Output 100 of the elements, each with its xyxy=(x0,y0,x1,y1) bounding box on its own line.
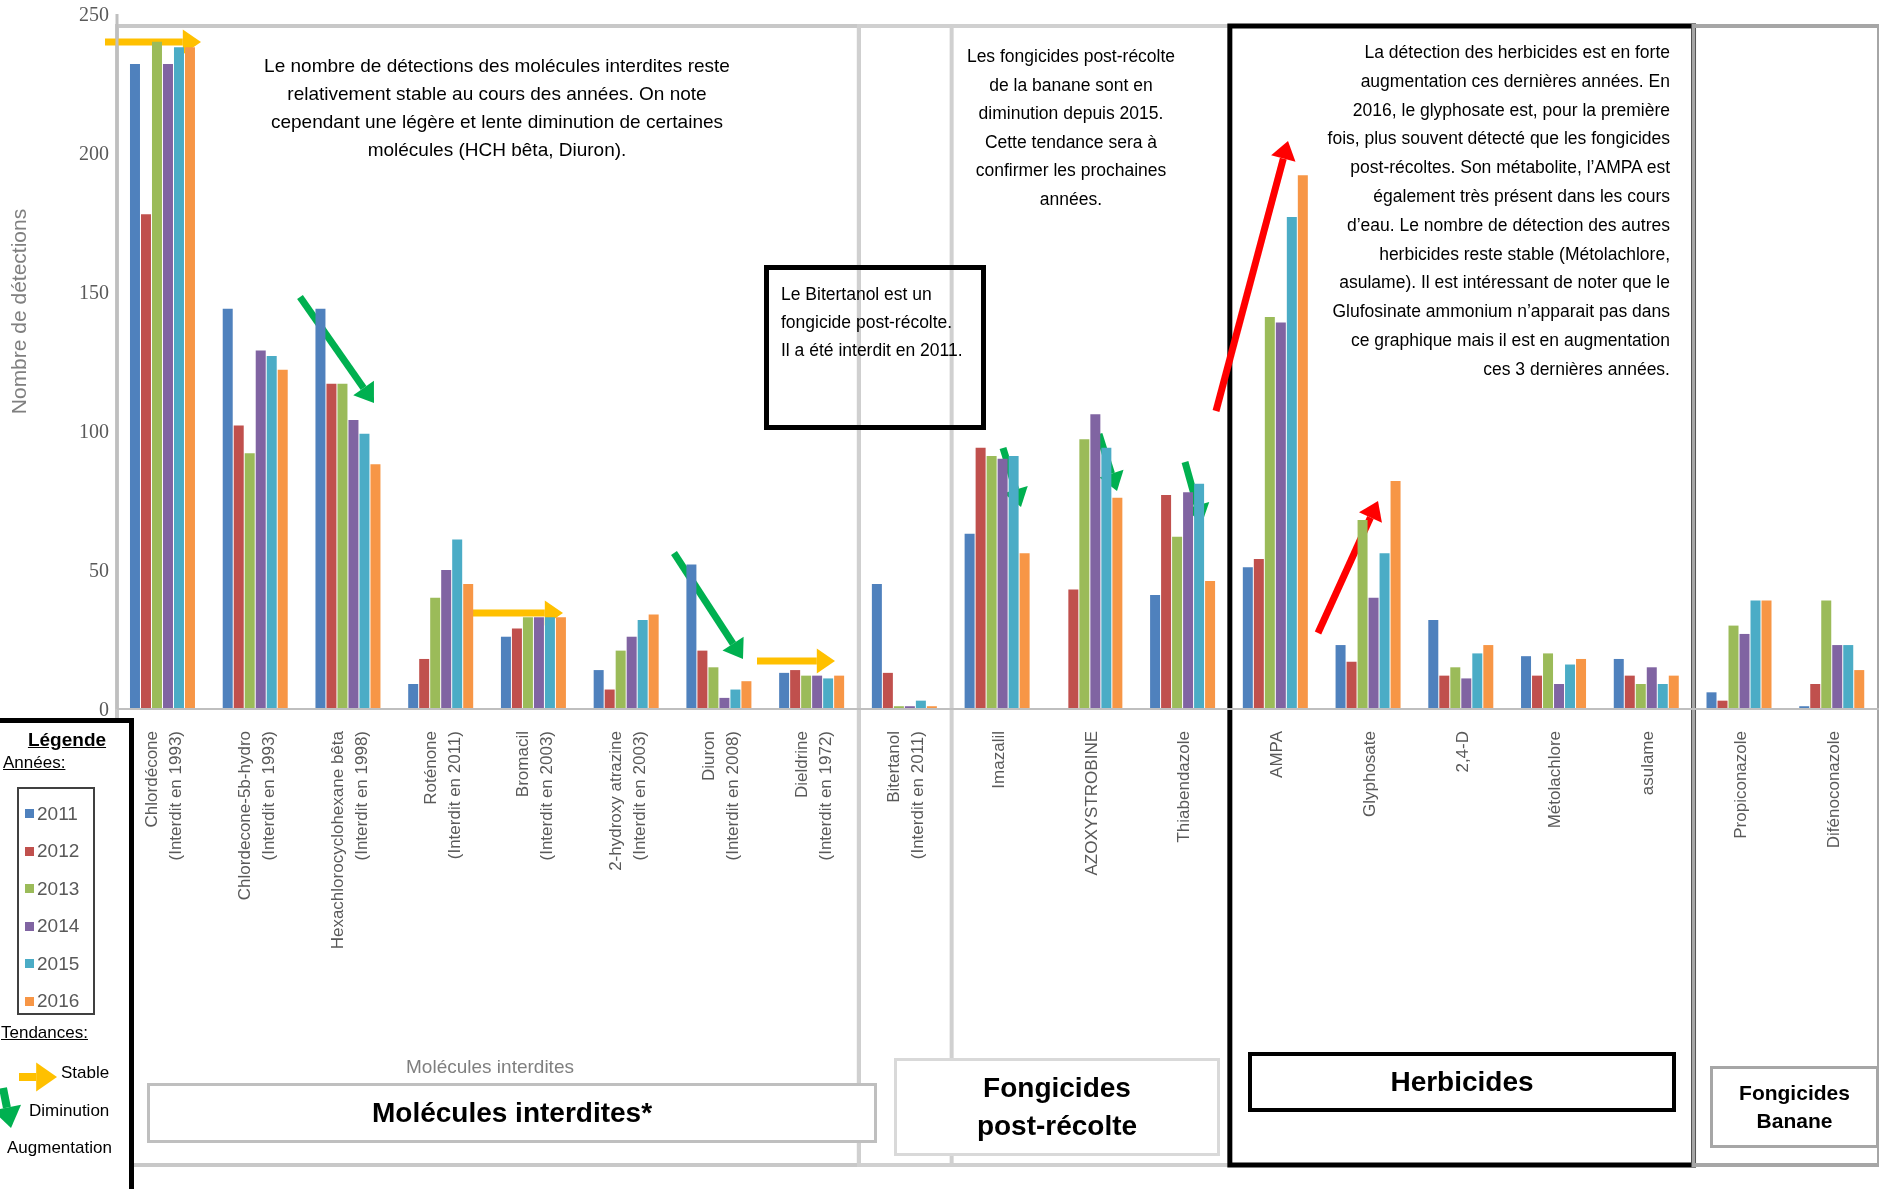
bar xyxy=(522,617,533,709)
bar xyxy=(1821,600,1832,709)
text: Tendances: xyxy=(1,1023,88,1043)
bar xyxy=(162,64,173,709)
bar xyxy=(1761,600,1772,709)
bar xyxy=(1079,439,1090,709)
bar xyxy=(1646,667,1657,709)
bar xyxy=(430,597,441,709)
bar xyxy=(1172,536,1183,709)
bar xyxy=(964,533,975,709)
bar xyxy=(1112,497,1123,709)
bar xyxy=(233,425,244,709)
bar xyxy=(871,583,882,709)
x-tick-label: Roténone (Interdit en 2011) xyxy=(420,731,464,860)
bar xyxy=(1286,216,1297,709)
bar xyxy=(1576,658,1587,709)
bar xyxy=(337,383,348,709)
bar xyxy=(1810,683,1821,709)
bar xyxy=(834,675,845,709)
x-tick-label: Métolachlore xyxy=(1545,731,1565,829)
bar xyxy=(790,670,801,709)
text: La détection des herbicides est en forte augmentation ces dernières années. En 2016, le glyphosate est, pour la première fois, plus souvent détecté que les fongicides post-récoltes. Son métabolite, l’AMPA est également très présent dans les cours d’eau. Le nombre de détection des autres herbicides reste stable (Métolachlore, asulame). Il est intéressant de noter que le Glufosinate ammonium n’apparait pas dans ce graphique mais il est en augmentation ces 3 dernières années. xyxy=(1327,42,1670,379)
x-tick-label: Glyphosate xyxy=(1359,731,1379,817)
x-tick-label: Difénoconazole xyxy=(1823,731,1843,849)
bar xyxy=(1739,633,1750,709)
bar xyxy=(882,672,893,709)
bar xyxy=(1728,625,1739,709)
bar xyxy=(1565,664,1576,709)
bar xyxy=(222,308,233,709)
bar xyxy=(648,614,659,709)
y-tick-label: 100 xyxy=(79,420,109,443)
bar xyxy=(1854,670,1865,709)
bar xyxy=(604,689,615,709)
bar xyxy=(637,620,648,709)
bar xyxy=(533,617,544,709)
bar xyxy=(1657,683,1668,709)
bar xyxy=(801,675,812,709)
bar xyxy=(697,650,708,709)
bar xyxy=(348,419,359,709)
bar xyxy=(1390,481,1401,709)
text: Molécules interdites xyxy=(405,1056,575,1078)
bar xyxy=(1532,675,1543,709)
annotation: Le nombre de détections des molécules interdites reste relativement stable au cours des années. On note cependant une légère et lente diminution de certaines molécules (HCH bêta, Diuron). xyxy=(263,54,731,162)
bar xyxy=(511,628,522,709)
x-tick-label: 2,4-D xyxy=(1452,731,1472,773)
bar xyxy=(708,667,719,709)
bar xyxy=(1668,675,1679,709)
bar xyxy=(1019,553,1030,709)
bar xyxy=(1205,581,1216,709)
bar xyxy=(1543,653,1554,709)
y-tick-label: 150 xyxy=(79,281,109,304)
x-tick-label: Thiabendazole xyxy=(1174,731,1194,843)
bar xyxy=(266,355,277,709)
y-tick-label: 200 xyxy=(79,142,109,165)
bar xyxy=(441,570,452,709)
bar xyxy=(173,47,184,709)
bar xyxy=(140,214,151,709)
bar xyxy=(359,433,370,709)
x-tick-label: Hexachlorocyclohexane bêta (Interdit en 1998) xyxy=(327,730,371,950)
bar xyxy=(1297,175,1308,709)
bar xyxy=(1843,645,1854,709)
text: Fongicides Banane xyxy=(1710,1066,1879,1148)
bar xyxy=(719,697,730,709)
text: Fongicides post-récolte xyxy=(894,1058,1220,1156)
bar xyxy=(686,564,697,709)
y-tick-label: 0 xyxy=(99,698,109,721)
x-tick-label: Bromacil (Interdit en 2003) xyxy=(513,731,557,861)
legend-label: 2013 xyxy=(37,877,80,900)
text: Années: xyxy=(3,753,66,773)
bar xyxy=(1750,600,1761,709)
bar xyxy=(1483,645,1494,709)
text: Molécules interdites* xyxy=(147,1083,877,1143)
bar xyxy=(1379,553,1390,709)
bar xyxy=(1613,658,1624,709)
bar xyxy=(823,678,834,709)
bar xyxy=(1706,692,1717,709)
bar xyxy=(1439,675,1450,709)
legend-title: Légende xyxy=(26,729,108,751)
bar xyxy=(315,308,326,709)
x-tick-label: Chlordecone-5b-hydro (Interdit en 1993) xyxy=(235,731,279,901)
x-tick-label: Imazalil xyxy=(989,731,1008,789)
bar xyxy=(1624,675,1635,709)
bar xyxy=(408,683,419,709)
x-tick-label: Dieldrine (Interdit en 1972) xyxy=(791,731,835,861)
x-tick-label: AMPA xyxy=(1267,730,1287,778)
y-tick-label: 50 xyxy=(89,559,109,582)
bar xyxy=(151,41,162,709)
bar xyxy=(452,539,463,709)
bar xyxy=(730,689,741,709)
bar xyxy=(1428,620,1439,709)
bar xyxy=(1461,678,1472,709)
text: Stable xyxy=(61,1063,110,1083)
bar xyxy=(615,650,626,709)
x-tick-label: Bitertanol (Interdit en 2011) xyxy=(884,731,928,860)
x-tick-label: asulame xyxy=(1638,731,1658,796)
bar xyxy=(1554,683,1565,709)
bar xyxy=(326,383,337,709)
bar xyxy=(593,670,604,709)
bar xyxy=(1635,683,1646,709)
bar xyxy=(1275,322,1286,709)
